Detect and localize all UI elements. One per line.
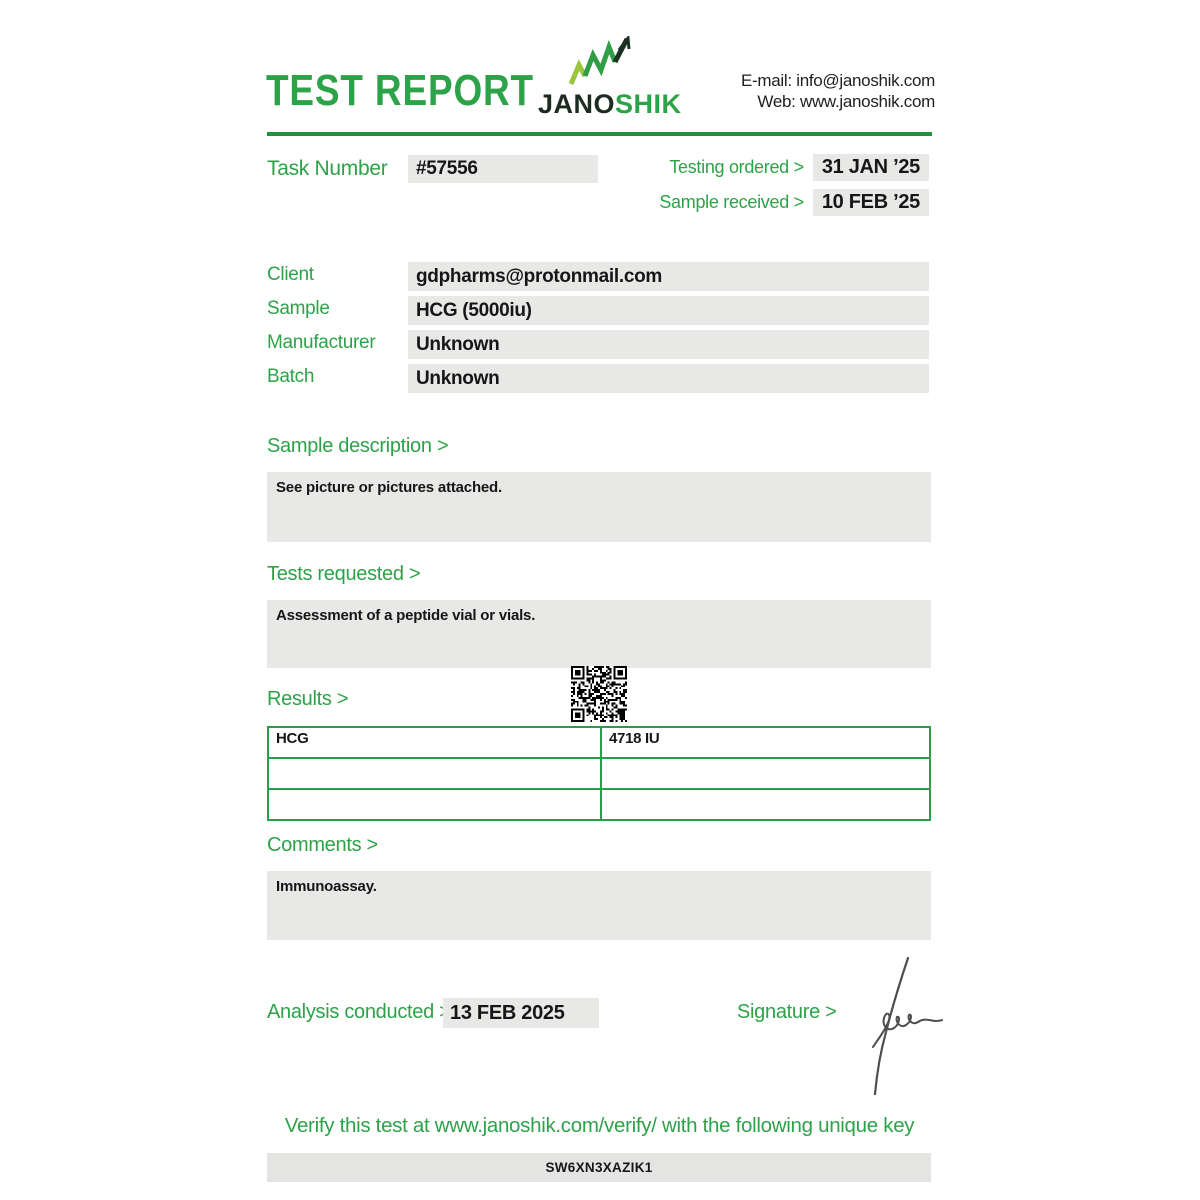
batch-value: Unknown: [416, 368, 500, 389]
results-cell: HCG: [276, 730, 309, 747]
logo-text-green: SHIK: [615, 89, 682, 119]
testing-ordered-row: Testing ordered > 31 JAN ’25: [669, 154, 929, 181]
logo-text-dark: JANO: [538, 89, 616, 119]
results-cell: [269, 788, 600, 819]
sample-label: Sample: [267, 298, 330, 319]
manufacturer-value: Unknown: [416, 334, 500, 355]
batch-label: Batch: [267, 366, 315, 387]
testing-ordered-value: 31 JAN ’25: [812, 154, 929, 181]
signature-label: Signature >: [737, 1001, 837, 1023]
tests-requested-text: Assessment of a peptide vial or vials.: [276, 607, 536, 624]
contact-email: E-mail: info@janoshik.com: [741, 71, 935, 90]
results-cell: [600, 757, 929, 788]
testing-ordered-label: Testing ordered >: [669, 157, 804, 177]
contact-block: E-mail: info@janoshik.com Web: www.janos…: [741, 70, 935, 112]
chart-growth-icon: [568, 33, 631, 85]
page-title: TEST REPORT: [266, 66, 534, 115]
client-value: gdpharms@protonmail.com: [416, 266, 662, 287]
batch-value-box: Unknown: [408, 364, 929, 393]
logo-wordmark: JANOSHIK: [538, 89, 681, 120]
comments-box: Immunoassay.: [267, 871, 931, 940]
sample-description-text: See picture or pictures attached.: [276, 479, 502, 496]
results-cell: [600, 788, 929, 819]
analysis-date-value: 13 FEB 2025: [450, 1002, 565, 1024]
manufacturer-label: Manufacturer: [267, 332, 376, 353]
sample-description-box: See picture or pictures attached.: [267, 472, 931, 542]
sample-value: HCG (5000iu): [416, 300, 532, 321]
tests-requested-box: Assessment of a peptide vial or vials.: [267, 600, 931, 668]
client-label: Client: [267, 264, 314, 285]
analysis-date-box: 13 FEB 2025: [443, 998, 599, 1028]
sample-received-row: Sample received > 10 FEB ’25: [659, 189, 929, 216]
task-number-value: #57556: [416, 158, 478, 179]
contact-web: Web: www.janoshik.com: [757, 92, 935, 111]
tests-requested-label: Tests requested >: [267, 563, 421, 585]
logo: JANOSHIK: [538, 33, 681, 120]
results-table: HCG 4718 IU: [267, 726, 931, 821]
manufacturer-value-box: Unknown: [408, 330, 929, 359]
task-number-value-box: #57556: [408, 155, 598, 183]
sample-value-box: HCG (5000iu): [408, 296, 929, 325]
unique-key-value: SW6XN3XAZIK1: [545, 1160, 653, 1175]
header-divider: [267, 132, 932, 136]
unique-key-box: SW6XN3XAZIK1: [267, 1153, 931, 1182]
sample-description-label: Sample description >: [267, 435, 449, 457]
results-cell: 4718 IU: [600, 728, 929, 757]
comments-text: Immunoassay.: [276, 878, 377, 895]
sample-received-value: 10 FEB ’25: [812, 189, 929, 216]
qr-code: [571, 666, 627, 722]
comments-label: Comments >: [267, 834, 378, 856]
signature-scribble: [872, 956, 943, 1096]
task-number-label: Task Number: [267, 157, 388, 180]
verify-instruction: Verify this test at www.janoshik.com/ver…: [284, 1114, 915, 1137]
client-value-box: gdpharms@protonmail.com: [408, 262, 929, 291]
results-cell: [269, 757, 600, 788]
sample-received-label: Sample received >: [659, 192, 804, 212]
analysis-conducted-label: Analysis conducted >: [267, 1001, 451, 1023]
results-label: Results >: [267, 688, 349, 710]
